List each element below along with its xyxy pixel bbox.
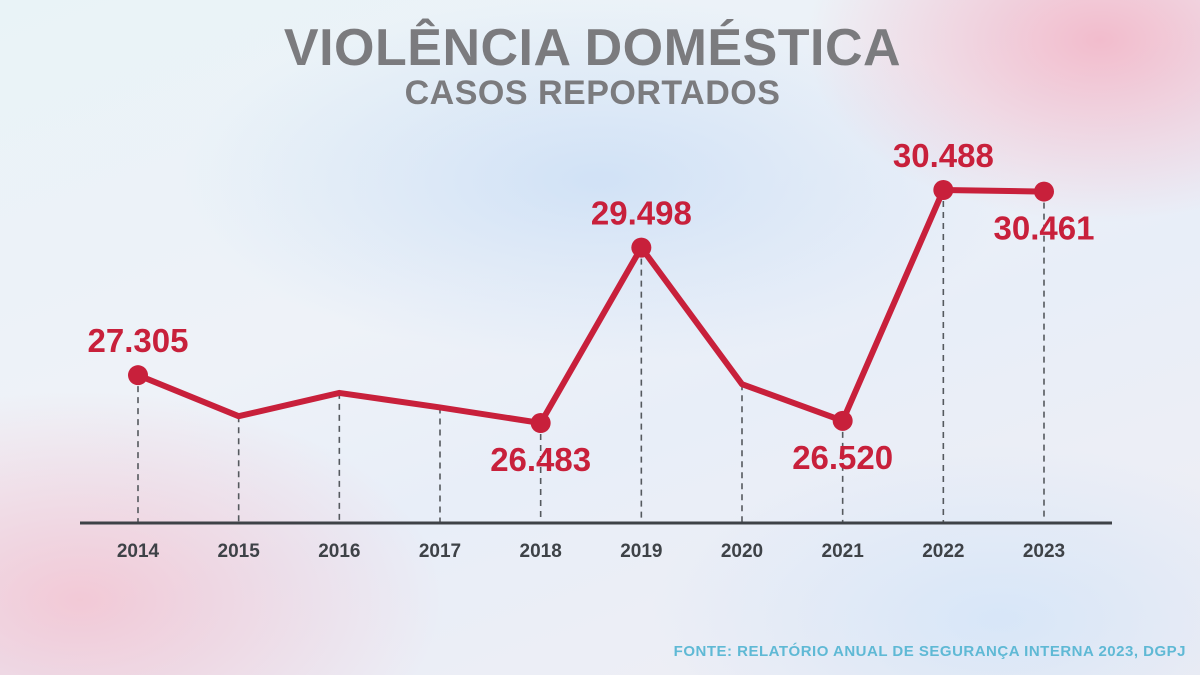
x-tick-label: 2016 bbox=[318, 541, 360, 562]
x-tick-label: 2020 bbox=[721, 541, 763, 562]
data-point-marker bbox=[128, 365, 148, 386]
data-point-marker bbox=[631, 237, 652, 258]
data-label: 30.488 bbox=[893, 137, 994, 174]
data-label: 29.498 bbox=[591, 195, 692, 232]
x-tick-label: 2021 bbox=[822, 541, 865, 562]
data-label: 26.483 bbox=[490, 441, 591, 478]
chart-title: VIOLÊNCIA DOMÉSTICA bbox=[283, 19, 902, 77]
chart-subtitle: CASOS REPORTADOS bbox=[404, 74, 781, 112]
x-tick-label: 2023 bbox=[1023, 541, 1065, 562]
data-point-marker bbox=[1034, 181, 1054, 202]
data-point-marker bbox=[832, 410, 853, 431]
x-tick-label: 2022 bbox=[922, 541, 964, 562]
x-tick-label: 2014 bbox=[117, 541, 160, 562]
data-point-marker bbox=[530, 413, 551, 433]
data-label: 26.520 bbox=[792, 439, 893, 476]
source-note: FONTE: RELATÓRIO ANUAL DE SEGURANÇA INTE… bbox=[673, 643, 1186, 660]
x-tick-label: 2019 bbox=[620, 541, 662, 562]
x-tick-label: 2018 bbox=[520, 541, 562, 562]
data-label: 27.305 bbox=[88, 322, 189, 359]
data-point-marker bbox=[933, 180, 954, 200]
series-line bbox=[135, 187, 1047, 426]
data-label: 30.461 bbox=[994, 210, 1095, 247]
x-tick-label: 2015 bbox=[218, 541, 261, 562]
x-tick-label: 2017 bbox=[419, 541, 461, 562]
